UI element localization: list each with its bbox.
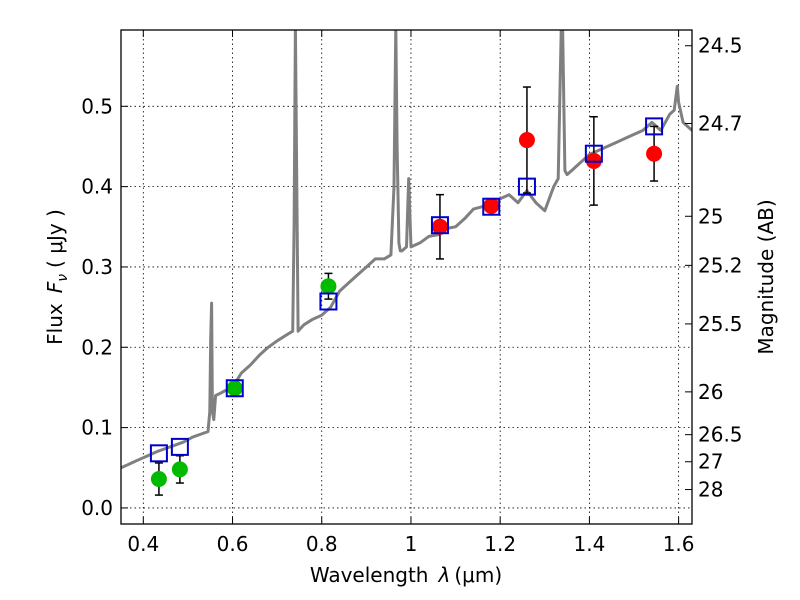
x-tick-label: 0.6	[217, 532, 249, 556]
model-spectrum-line	[121, 30, 692, 470]
axis-ticks: 0.4 0.6 0.8 1 1.2 1.4 1.6 0.0 0.1 0.2 0.3 0.4 0.5 24.…	[81, 30, 743, 556]
x-axis-title: Wavelength λ (μm)	[310, 563, 502, 587]
magnitude-tick-label: 24.7	[698, 111, 743, 135]
magnitude-tick-label: 24.5	[698, 34, 743, 58]
magnitude-tick-label: 26	[698, 380, 723, 404]
magnitude-tick-label: 25.2	[698, 253, 743, 277]
data-point-circle	[431, 218, 448, 235]
data-point-circle	[150, 471, 167, 488]
data-point-circle	[320, 278, 337, 295]
data-point-circle	[518, 132, 535, 149]
x-tick-label: 0.4	[127, 532, 159, 556]
y-tick-label: 0.1	[81, 416, 113, 440]
magnitude-tick-label: 28	[698, 478, 723, 502]
x-tick-label: 1.6	[663, 532, 695, 556]
y2-axis-title: Magnitude (AB)	[754, 199, 778, 354]
grid	[121, 30, 692, 524]
magnitude-tick-label: 25.5	[698, 312, 743, 336]
plot-area	[121, 30, 692, 496]
data-point-circle	[483, 197, 500, 214]
y-tick-label: 0.2	[81, 335, 113, 359]
plot-frame	[120, 29, 693, 525]
x-tick-label: 0.8	[306, 532, 338, 556]
y-tick-label: 0.0	[81, 496, 113, 520]
model-point-square	[149, 444, 168, 463]
y-axis-title: FluxFν( μJy )	[43, 209, 71, 345]
data-point-circle	[646, 145, 663, 162]
x-tick-label: 1.2	[484, 532, 516, 556]
model-point-square	[319, 292, 338, 311]
model-point-square	[517, 177, 536, 196]
model-point-square	[170, 437, 189, 456]
magnitude-tick-label: 26.5	[698, 423, 743, 447]
y-tick-label: 0.3	[81, 255, 113, 279]
error-bars	[154, 86, 659, 496]
model-point-square	[430, 216, 449, 235]
model-point-square	[584, 144, 603, 163]
model-point-square	[482, 197, 501, 216]
y-tick-label: 0.4	[81, 175, 113, 199]
data-point-circle	[226, 380, 243, 397]
model-point-square	[645, 117, 664, 136]
magnitude-tick-label: 27	[698, 450, 723, 474]
y-tick-label: 0.5	[81, 94, 113, 118]
data-markers	[149, 117, 664, 488]
x-tick-label: 1	[405, 532, 418, 556]
magnitude-tick-label: 25	[698, 204, 723, 228]
model-point-square	[225, 379, 244, 398]
data-point-circle	[171, 461, 188, 478]
x-tick-label: 1.4	[573, 532, 605, 556]
